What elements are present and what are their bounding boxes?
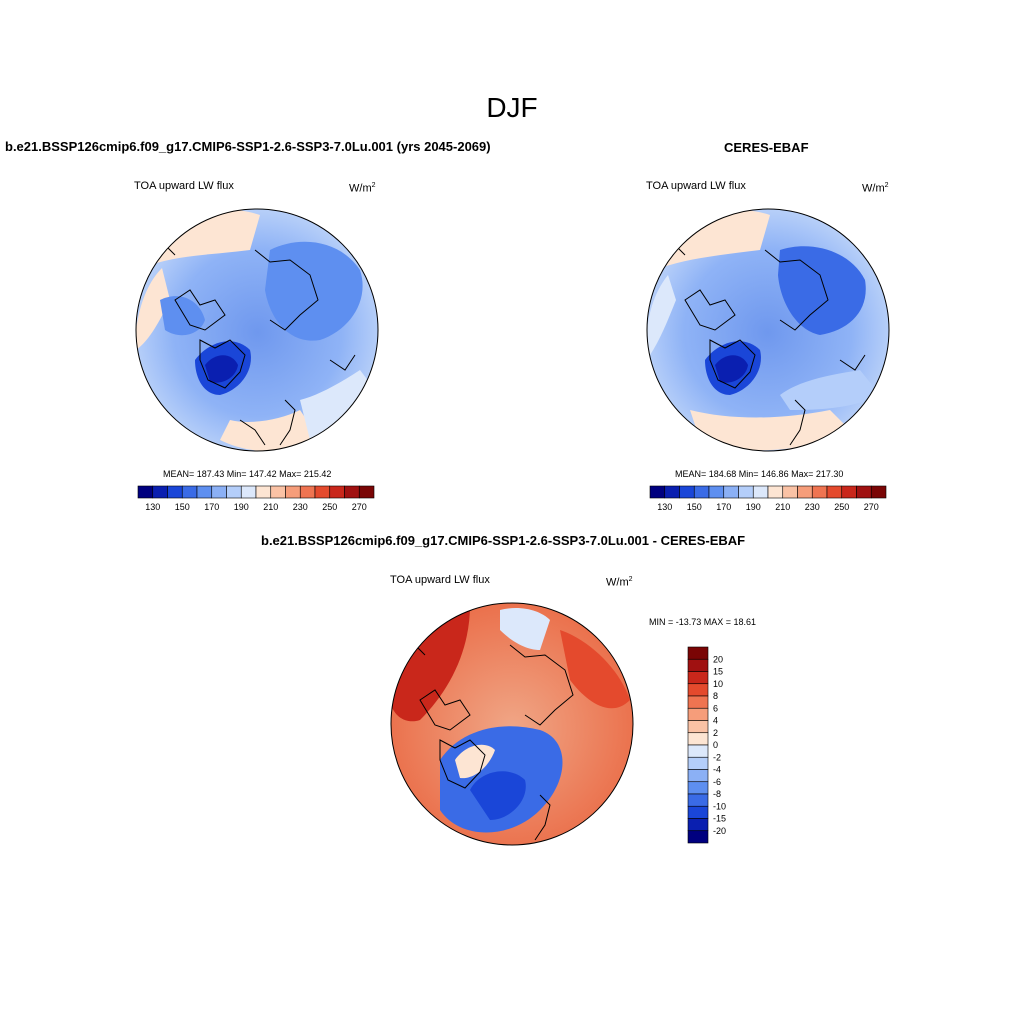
panel-3-stats: MIN = -13.73 MAX = 18.61 [649, 617, 757, 627]
panel-2-variable-label: TOA upward LW flux [646, 180, 746, 192]
panel-3-title: b.e21.BSSP126cmip6.f09_g17.CMIP6-SSP1-2.… [261, 533, 746, 548]
colorbar-swatch [358, 485, 375, 499]
colorbar-swatch [687, 756, 709, 770]
panel-3-units-label: W/m2 [606, 576, 633, 589]
colorbar-swatch [841, 485, 857, 499]
colorbar-tick-label: 210 [263, 502, 278, 512]
colorbar-swatch [299, 485, 316, 499]
colorbar-swatch [196, 485, 213, 499]
figure-title: DJF [486, 92, 538, 123]
colorbar-tick-label: 130 [145, 502, 160, 512]
colorbar-swatch [687, 805, 709, 819]
colorbar-tick-label: 170 [716, 502, 731, 512]
colorbar-swatch [240, 485, 257, 499]
colorbar-swatch [255, 485, 272, 499]
panel-2-map [646, 208, 890, 452]
colorbar-swatch [811, 485, 828, 499]
colorbar-tick-label: -20 [713, 826, 726, 836]
colorbar-tick-label: 130 [657, 502, 672, 512]
colorbar-tick-label: 210 [775, 502, 790, 512]
colorbar-tick-label: 170 [204, 502, 219, 512]
colorbar-tick-label: 4 [713, 716, 718, 726]
colorbar-tick-label: -10 [713, 801, 726, 811]
colorbar-swatch [167, 485, 183, 499]
colorbar-tick-label: 270 [864, 502, 879, 512]
colorbar-tick-label: -6 [713, 777, 721, 787]
colorbar-swatch [181, 485, 198, 499]
colorbar-swatch [152, 485, 168, 499]
colorbar-tick-label: 20 [713, 654, 723, 664]
colorbar-swatch [856, 485, 872, 499]
colorbar-tick-label: 230 [293, 502, 308, 512]
panel-1-title: b.e21.BSSP126cmip6.f09_g17.CMIP6-SSP1-2.… [5, 139, 491, 154]
colorbar-swatch [752, 485, 769, 499]
colorbar-swatch [708, 485, 725, 499]
panel-3-map [390, 602, 634, 846]
colorbar-tick-label: 0 [713, 740, 718, 750]
colorbar-swatch [329, 485, 345, 499]
colorbar-swatch [687, 671, 709, 685]
colorbar-swatch [687, 830, 709, 844]
colorbar-tick-label: 270 [352, 502, 367, 512]
panel-1-stats: MEAN= 187.43 Min= 147.42 Max= 215.42 [163, 469, 332, 479]
colorbar-tick-label: -2 [713, 752, 721, 762]
colorbar-swatch [687, 658, 709, 672]
colorbar-swatch [687, 818, 709, 832]
colorbar-swatch [687, 707, 709, 721]
colorbar-swatch [782, 485, 798, 499]
colorbar-swatch [687, 781, 709, 795]
panel-1-map [135, 208, 379, 452]
colorbar-swatch [767, 485, 784, 499]
colorbar-tick-label: 8 [713, 691, 718, 701]
colorbar-tick-label: 250 [322, 502, 337, 512]
colorbar-swatch [687, 683, 709, 697]
colorbar-swatch [270, 485, 286, 499]
colorbar-swatch [738, 485, 754, 499]
colorbar-swatch [137, 485, 154, 499]
colorbar-swatch [687, 732, 709, 746]
colorbar-swatch [679, 485, 695, 499]
colorbar-tick-label: 6 [713, 703, 718, 713]
colorbar-swatch [226, 485, 242, 499]
colorbar-tick-label: -4 [713, 765, 721, 775]
colorbar-swatch [723, 485, 739, 499]
colorbar-tick-label: 10 [713, 679, 723, 689]
panel-1-units-label: W/m2 [349, 182, 376, 195]
colorbar-swatch [285, 485, 301, 499]
colorbar-tick-label: 230 [805, 502, 820, 512]
colorbar-tick-label: 250 [834, 502, 849, 512]
panel-1-variable-label: TOA upward LW flux [134, 180, 234, 192]
colorbar-swatch [344, 485, 360, 499]
colorbar-swatch [687, 720, 709, 734]
colorbar-swatch [649, 485, 666, 499]
colorbar-swatch [687, 769, 709, 783]
panel-3-variable-label: TOA upward LW flux [390, 574, 490, 586]
panel-2-units-label: W/m2 [862, 182, 889, 195]
colorbar-tick-label: -15 [713, 814, 726, 824]
colorbar-swatch [211, 485, 227, 499]
colorbar-swatch [687, 744, 709, 758]
colorbar-tick-label: 150 [687, 502, 702, 512]
colorbar-swatch [693, 485, 710, 499]
panel-2-stats: MEAN= 184.68 Min= 146.86 Max= 217.30 [675, 469, 844, 479]
colorbar-swatch [826, 485, 843, 499]
colorbar-tick-label: 190 [746, 502, 761, 512]
colorbar-swatch [797, 485, 813, 499]
colorbar-tick-label: 190 [234, 502, 249, 512]
colorbar-tick-label: 150 [175, 502, 190, 512]
colorbar-tick-label: -8 [713, 789, 721, 799]
colorbar-tick-label: 2 [713, 728, 718, 738]
panel-2-colorbar: 130 150 170 190 210 230 250 270 [649, 485, 887, 512]
colorbar-tick-label: 15 [713, 667, 723, 677]
colorbar-swatch [687, 793, 709, 807]
panel-1-colorbar: 130 150 170 190 210 230 250 270 [137, 485, 375, 512]
colorbar-swatch [664, 485, 680, 499]
panel-2-title: CERES-EBAF [724, 140, 809, 155]
colorbar-swatch [687, 646, 709, 660]
colorbar-swatch [314, 485, 331, 499]
colorbar-swatch [870, 485, 887, 499]
colorbar-swatch [687, 695, 709, 709]
